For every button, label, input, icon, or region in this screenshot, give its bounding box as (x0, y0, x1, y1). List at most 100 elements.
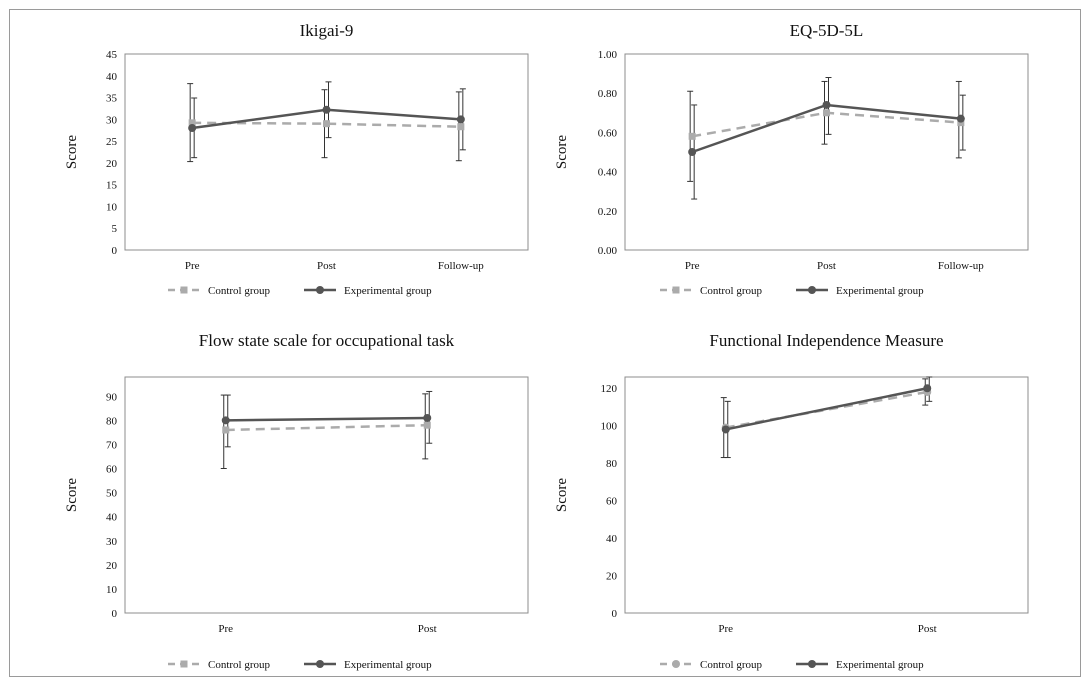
y-tick-label: 0.60 (598, 127, 618, 139)
legend-marker-experimental (316, 286, 324, 294)
data-point-control (823, 109, 830, 117)
y-tick-label: 60 (606, 496, 618, 508)
y-tick-label: 0.40 (598, 167, 618, 179)
y-tick-label: 5 (112, 223, 118, 235)
data-point-control (222, 426, 230, 434)
chart-panel-ikigai: Ikigai-9 Score 0 5 10 15 20 25 30 35 40 45 Pre Post Fo… (40, 14, 540, 314)
y-tick-label: 0 (112, 608, 118, 620)
y-tick-label: 20 (106, 158, 118, 170)
data-point-experimental (822, 100, 831, 109)
y-tick-label: 1.00 (598, 49, 618, 61)
y-tick-label: 0.80 (598, 88, 618, 100)
data-point-experimental (923, 384, 932, 393)
x-tick-label: Post (317, 260, 336, 272)
figure-frame (9, 9, 1081, 677)
chart-title: Ikigai-9 (300, 21, 354, 40)
data-point-control (323, 120, 330, 128)
legend-marker-experimental (808, 660, 816, 668)
data-point-experimental (322, 105, 331, 114)
y-tick-label: 0.00 (598, 245, 618, 257)
plot-area-frame (624, 376, 1029, 614)
x-tick-label: Pre (185, 260, 200, 272)
series-line-experimental (225, 416, 428, 422)
chart-title: Functional Independence Measure (709, 331, 943, 350)
data-point-experimental (721, 425, 730, 434)
y-tick-label: 30 (106, 114, 118, 126)
x-tick-label: Pre (685, 260, 700, 272)
data-point-experimental (423, 413, 432, 422)
legend-label-control: Control group (700, 659, 763, 671)
y-tick-label: 0 (612, 608, 618, 620)
chart-ikigai-9: Ikigai-9 Score 0 5 10 15 20 25 30 35 40 45 Pre Post Fo… (64, 21, 529, 297)
y-tick-label: 40 (106, 71, 118, 83)
data-point-experimental (456, 115, 465, 124)
y-tick-label: 70 (106, 439, 118, 451)
chart-title: EQ-5D-5L (790, 21, 864, 40)
y-tick-label: 60 (106, 464, 118, 476)
data-point-control (457, 123, 465, 131)
x-tick-label: Post (817, 260, 836, 272)
x-tick-label: Pre (218, 623, 233, 635)
y-axis-label: Score (554, 478, 570, 512)
legend-marker-control (180, 286, 188, 294)
legend-label-control: Control group (208, 285, 271, 297)
y-tick-label: 30 (106, 536, 118, 548)
plot-area-frame (624, 53, 1029, 251)
x-tick-label: Pre (718, 623, 733, 635)
y-axis-label: Score (64, 478, 80, 512)
y-tick-label: 45 (106, 49, 118, 61)
y-tick-label: 80 (606, 458, 618, 470)
data-point-experimental (956, 114, 965, 123)
series-line-experimental (725, 387, 928, 431)
chart-flow-state: Flow state scale for occupational task Sc… (64, 331, 529, 671)
legend-label-experimental: Experimental group (836, 659, 924, 671)
data-point-experimental (221, 416, 230, 425)
data-point-experimental (688, 148, 697, 156)
legend-label-experimental: Experimental group (836, 285, 924, 297)
data-point-control (688, 132, 696, 140)
y-tick-label: 0 (112, 245, 118, 257)
data-point-control (423, 421, 431, 429)
chart-panel-flow: Flow state scale for occupational task Sc… (40, 322, 540, 683)
y-tick-label: 50 (106, 488, 118, 500)
series-line-control (691, 111, 961, 138)
x-tick-label: Follow-up (938, 260, 984, 272)
y-tick-label: 40 (606, 533, 618, 545)
legend-marker-control (672, 286, 680, 294)
x-tick-label: Post (418, 623, 437, 635)
legend-label-control: Control group (700, 285, 763, 297)
legend-marker-experimental (808, 286, 816, 294)
chart-title: Flow state scale for occupational task (199, 331, 455, 350)
chart-panel-fim: Functional Independence Measure Score 0 20 4… (540, 322, 1040, 683)
x-tick-label: Follow-up (438, 260, 484, 272)
data-point-experimental (188, 124, 197, 133)
plot-area-frame (124, 376, 529, 614)
chart-panel-eq5d: EQ-5D-5L Score 0.00 0.20 0.40 0.60 0.80 1.00 Pre… (540, 14, 1040, 314)
y-tick-label: 90 (106, 391, 118, 403)
y-axis-label: Score (554, 135, 570, 169)
legend-marker-control (672, 660, 680, 668)
y-tick-label: 20 (606, 571, 618, 583)
legend-label-control: Control group (208, 659, 271, 671)
legend-label-experimental: Experimental group (344, 659, 432, 671)
plot-area-frame (124, 53, 529, 251)
legend-marker-control (180, 660, 188, 668)
x-tick-label: Post (918, 623, 937, 635)
y-tick-label: 100 (601, 421, 618, 433)
y-tick-label: 120 (601, 383, 618, 395)
legend-marker-experimental (316, 660, 324, 668)
y-axis-label: Score (64, 135, 80, 169)
y-tick-label: 25 (106, 136, 118, 148)
y-tick-label: 40 (106, 512, 118, 524)
y-tick-label: 10 (106, 201, 118, 213)
legend-label-experimental: Experimental group (344, 285, 432, 297)
y-tick-label: 20 (106, 560, 118, 572)
y-tick-label: 15 (106, 180, 118, 192)
y-tick-label: 10 (106, 584, 118, 596)
y-tick-label: 80 (106, 415, 118, 427)
chart-functional-independence: Functional Independence Measure Score 0 20 4… (554, 331, 1029, 671)
y-tick-label: 0.20 (598, 206, 618, 218)
y-tick-label: 35 (106, 93, 118, 105)
series-line-control (225, 423, 428, 432)
data-point-control (188, 119, 196, 127)
